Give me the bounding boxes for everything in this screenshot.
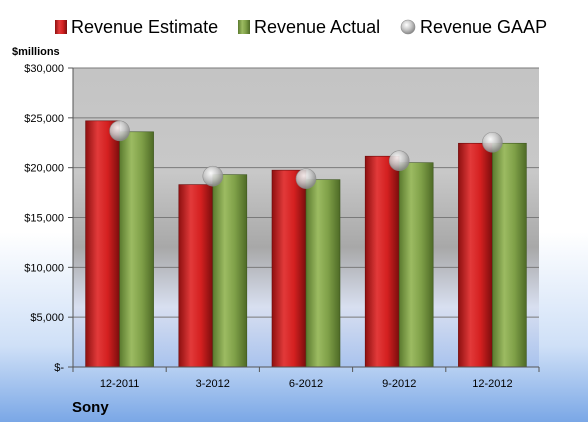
bars [85, 120, 527, 368]
y-tick-label: $20,000 [24, 163, 64, 175]
bar-revenue-actual [492, 142, 527, 368]
bar-revenue-estimate [271, 169, 307, 368]
marker-revenue-gaap [295, 168, 317, 189]
legend-item-actual: Revenue Actual [238, 17, 380, 37]
legend: Revenue Estimate Revenue Actual Revenue … [55, 17, 547, 37]
bar-revenue-actual [398, 162, 434, 368]
legend-swatch-actual [238, 20, 250, 34]
x-tick-label: 3-2012 [196, 378, 230, 390]
legend-swatch-estimate [55, 20, 67, 34]
y-axis-unit-label: $millions [12, 46, 60, 58]
x-tick-label: 9-2012 [382, 378, 416, 390]
legend-marker-gaap [400, 19, 416, 35]
bar-revenue-estimate [364, 155, 400, 368]
bar-revenue-estimate [178, 184, 214, 368]
legend-item-estimate: Revenue Estimate [55, 17, 218, 37]
y-tick-label: $- [54, 362, 64, 374]
legend-label-estimate: Revenue Estimate [71, 17, 218, 37]
x-axis: 12-2011 3-2012 6-2012 9-2012 12-2012 [72, 366, 540, 390]
x-tick-label: 12-2012 [472, 378, 512, 390]
legend-label-gaap: Revenue GAAP [420, 17, 547, 37]
bar-revenue-estimate [458, 142, 493, 368]
legend-item-gaap: Revenue GAAP [400, 17, 547, 37]
marker-revenue-gaap [109, 120, 130, 142]
y-tick-label: $25,000 [24, 113, 64, 125]
bar-revenue-estimate [85, 120, 120, 368]
marker-revenue-gaap [388, 150, 410, 171]
y-axis: $- $5,000 $10,000 $15,000 $20,000 $25,000 $30,… [24, 63, 74, 374]
marker-revenue-gaap [202, 165, 224, 187]
x-tick-label: 12-2011 [100, 378, 140, 390]
bar-revenue-actual [119, 131, 154, 368]
bar-revenue-actual [305, 179, 341, 368]
y-tick-label: $15,000 [24, 213, 64, 225]
x-tick-label: 6-2012 [289, 378, 323, 390]
y-tick-label: $10,000 [24, 262, 64, 274]
bar-revenue-actual [212, 174, 248, 368]
gaap-markers [109, 120, 503, 189]
chart-title: Sony [72, 399, 109, 416]
y-tick-label: $30,000 [24, 63, 64, 75]
y-tick-label: $5,000 [30, 312, 64, 324]
legend-label-actual: Revenue Actual [254, 17, 380, 37]
marker-revenue-gaap [482, 131, 503, 153]
